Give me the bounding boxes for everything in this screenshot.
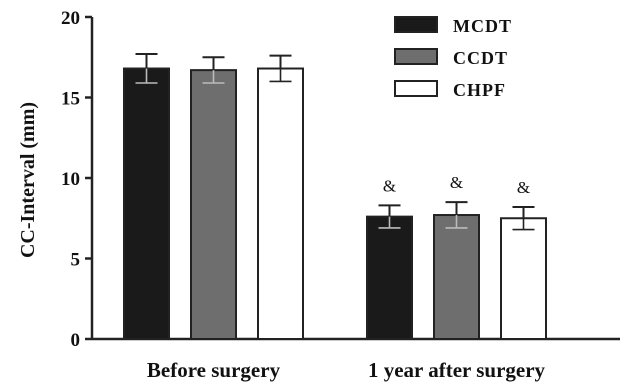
x-category-label: Before surgery bbox=[147, 358, 281, 382]
y-tick-label: 5 bbox=[71, 250, 81, 271]
y-tick-label: 10 bbox=[61, 169, 80, 190]
bar bbox=[123, 67, 170, 341]
legend-swatch bbox=[394, 48, 438, 65]
bar bbox=[500, 217, 547, 340]
y-tick-label: 15 bbox=[61, 89, 80, 110]
bar bbox=[366, 215, 413, 340]
y-tick-label: 0 bbox=[71, 330, 81, 351]
legend-swatch bbox=[394, 80, 438, 97]
y-ticks: 0 5 10 15 20 bbox=[61, 8, 92, 351]
significance-marker: & bbox=[517, 178, 530, 197]
y-axis-label: CC-Interval (mm) bbox=[17, 102, 39, 258]
significance-marker: & bbox=[383, 176, 396, 195]
bar bbox=[433, 214, 480, 340]
legend-label: CCDT bbox=[453, 48, 508, 68]
significance-marker: & bbox=[450, 173, 463, 192]
legend: MCDT CCDT CHPF bbox=[394, 16, 512, 100]
legend-swatch bbox=[394, 16, 438, 33]
legend-label: MCDT bbox=[453, 16, 512, 36]
x-category-label: 1 year after surgery bbox=[368, 358, 546, 382]
bar bbox=[190, 69, 237, 340]
bars: & & & bbox=[123, 53, 547, 341]
x-category-labels: Before surgery 1 year after surgery bbox=[147, 358, 546, 382]
y-tick-label: 20 bbox=[61, 8, 80, 29]
legend-label: CHPF bbox=[453, 80, 506, 100]
bar bbox=[257, 67, 304, 341]
